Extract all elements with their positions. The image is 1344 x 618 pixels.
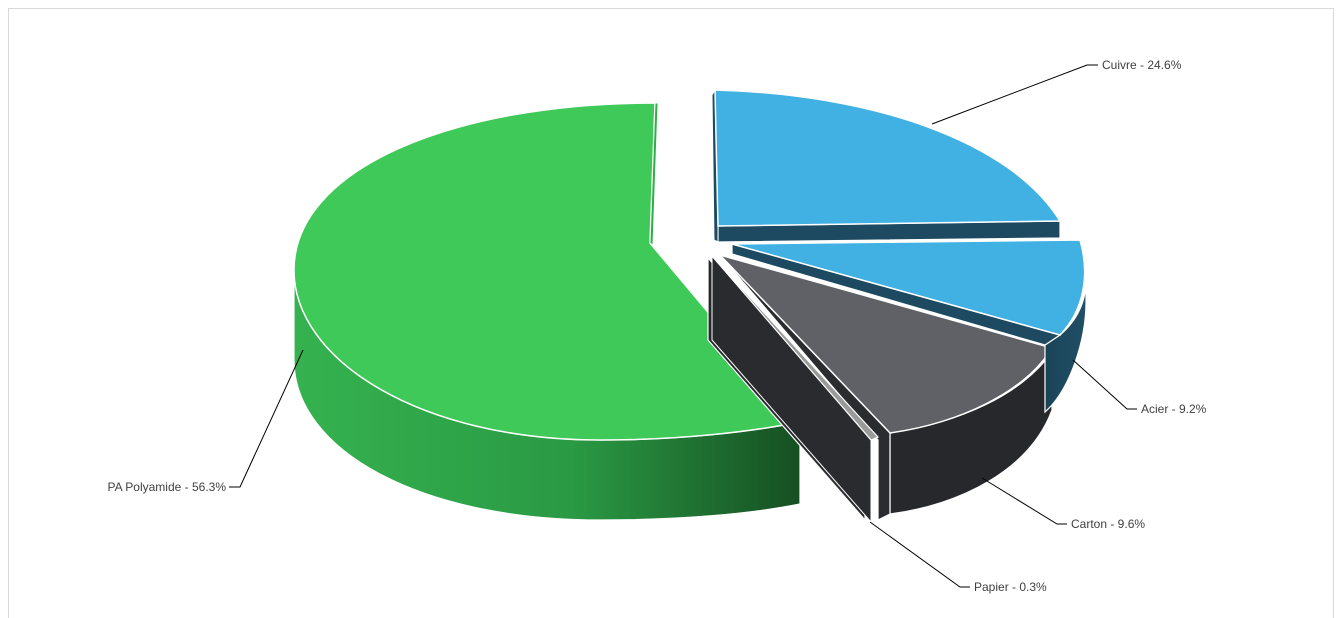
label-papier: Papier - 0.3%	[974, 580, 1047, 594]
data-labels: Cuivre - 24.6% Acier - 9.2% Carton - 9.6…	[107, 58, 1206, 594]
label-acier: Acier - 9.2%	[1141, 402, 1207, 416]
slice-acier-top	[731, 239, 1086, 336]
slice-cuivre-top	[714, 89, 1062, 227]
slice-papier-top	[711, 255, 880, 441]
slice-acier	[731, 239, 1087, 414]
leader-line-pa-polyamide	[229, 349, 304, 488]
label-pa-polyamide: PA Polyamide - 56.3%	[107, 480, 226, 494]
leader-lines	[229, 64, 1137, 588]
label-carton: Carton - 9.6%	[1071, 517, 1145, 531]
slice-pa-polyamide-inner-edge	[649, 102, 659, 246]
slice-acier-side	[1044, 269, 1087, 414]
leader-line-cuivre	[931, 64, 1098, 125]
slice-papier	[711, 254, 880, 524]
leader-line-papier	[869, 521, 970, 588]
slice-pa-polyamide	[293, 102, 802, 521]
leader-line-acier	[1072, 359, 1137, 410]
slice-cuivre	[711, 88, 1062, 243]
leader-line-carton	[981, 477, 1067, 525]
label-cuivre: Cuivre - 24.6%	[1102, 58, 1182, 72]
slice-pa-polyamide-top	[293, 102, 802, 441]
